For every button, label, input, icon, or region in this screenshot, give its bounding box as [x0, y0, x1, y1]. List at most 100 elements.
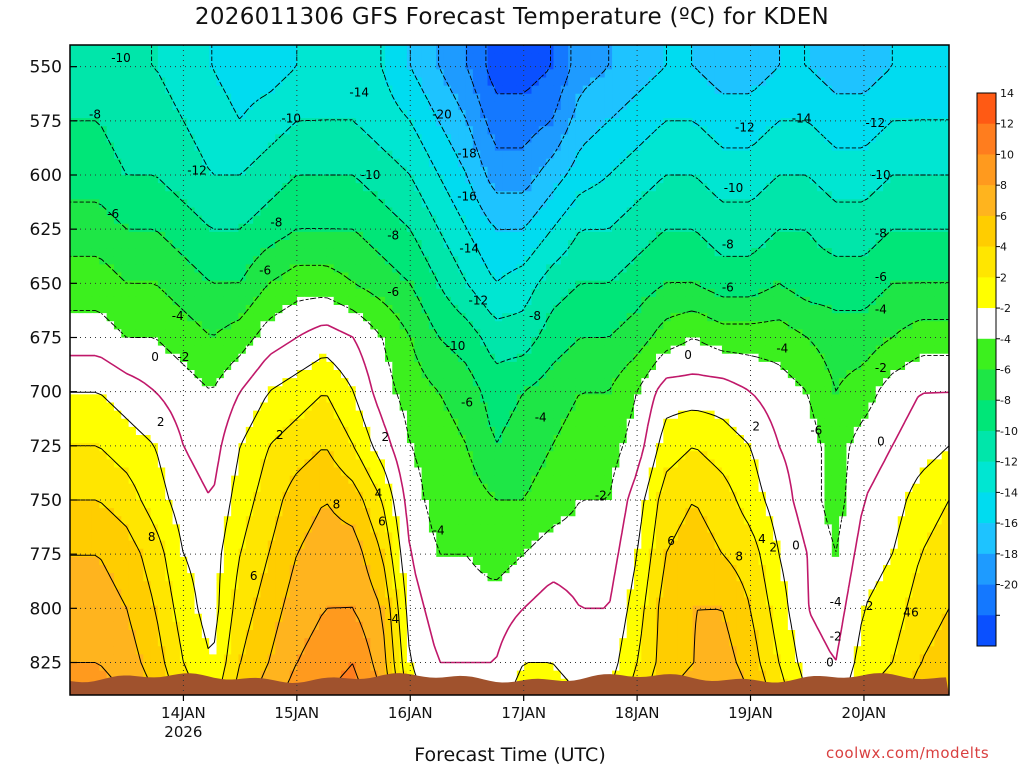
- field-cell: [648, 272, 657, 282]
- field-cell: [883, 158, 891, 168]
- field-cell: [802, 370, 811, 379]
- field-cell: [509, 207, 518, 217]
- field-cell: [831, 150, 840, 160]
- field-cell: [656, 53, 664, 62]
- field-cell: [729, 337, 738, 347]
- field-cell: [905, 150, 913, 160]
- field-cell: [612, 288, 620, 298]
- field-cell: [150, 248, 159, 257]
- field-cell: [282, 240, 291, 249]
- field-cell: [553, 337, 562, 347]
- field-cell: [84, 240, 93, 249]
- field-cell: [187, 361, 196, 371]
- field-cell: [677, 248, 686, 257]
- field-cell: [809, 207, 818, 217]
- field-cell: [809, 53, 818, 62]
- field-cell: [289, 126, 298, 135]
- field-cell: [670, 231, 679, 241]
- field-cell: [113, 240, 122, 249]
- field-cell: [165, 223, 174, 233]
- field-cell: [743, 85, 752, 95]
- field-cell: [634, 77, 642, 87]
- field-cell: [890, 370, 899, 379]
- field-cell: [568, 321, 577, 330]
- field-cell: [231, 110, 240, 119]
- field-cell: [384, 296, 393, 306]
- field-cell: [319, 158, 327, 168]
- field-cell: [326, 353, 335, 363]
- field-cell: [839, 329, 848, 339]
- field-cell: [538, 93, 547, 103]
- field-cell: [905, 223, 913, 233]
- field-cell: [575, 53, 584, 62]
- field-cell: [699, 313, 708, 322]
- field-cell: [699, 272, 708, 282]
- field-cell: [480, 45, 489, 54]
- field-cell: [612, 77, 620, 87]
- field-cell: [677, 272, 686, 282]
- field-cell: [172, 166, 181, 176]
- field-cell: [209, 288, 218, 298]
- field-cell: [436, 256, 445, 265]
- field-cell: [458, 378, 467, 387]
- field-cell: [238, 126, 247, 135]
- field-cell: [714, 183, 723, 192]
- field-cell: [443, 69, 452, 79]
- field-cell: [70, 126, 78, 135]
- field-cell: [399, 353, 408, 363]
- field-cell: [436, 248, 445, 257]
- field-cell: [502, 288, 511, 298]
- field-cell: [809, 69, 818, 79]
- field-cell: [560, 296, 569, 306]
- field-cell: [187, 272, 196, 282]
- field-cell: [363, 280, 371, 290]
- field-cell: [604, 93, 613, 103]
- field-cell: [143, 337, 152, 347]
- field-cell: [663, 256, 672, 265]
- field-cell: [612, 118, 620, 127]
- field-cell: [707, 158, 716, 168]
- field-cell: [546, 280, 555, 290]
- field-cell: [194, 69, 203, 79]
- field-cell: [355, 126, 364, 135]
- field-cell: [919, 321, 928, 330]
- field-cell: [150, 264, 159, 274]
- field-cell: [619, 126, 628, 135]
- field-cell: [201, 256, 210, 265]
- field-cell: [538, 378, 547, 387]
- field-cell: [780, 321, 789, 330]
- field-cell: [699, 142, 708, 152]
- field-cell: [817, 101, 826, 111]
- field-cell: [853, 313, 862, 322]
- field-cell: [187, 370, 196, 379]
- field-cell: [780, 329, 789, 339]
- field-cell: [106, 313, 115, 322]
- field-cell: [113, 126, 122, 135]
- field-cell: [765, 166, 774, 176]
- field-cell: [582, 93, 591, 103]
- field-cell: [773, 296, 782, 306]
- field-cell: [619, 61, 628, 70]
- field-cell: [450, 61, 459, 70]
- field-cell: [289, 85, 298, 95]
- field-cell: [436, 215, 445, 225]
- field-cell: [619, 264, 628, 274]
- field-cell: [472, 329, 481, 339]
- field-cell: [304, 110, 313, 119]
- field-cell: [260, 370, 269, 379]
- field-cell: [707, 353, 716, 363]
- field-cell: [201, 183, 210, 192]
- field-cell: [729, 158, 738, 168]
- field-cell: [663, 272, 672, 282]
- field-cell: [890, 85, 899, 95]
- field-cell: [560, 305, 569, 314]
- field-cell: [941, 240, 949, 249]
- field-cell: [157, 126, 166, 135]
- field-cell: [333, 353, 342, 363]
- field-cell: [392, 370, 401, 379]
- field-cell: [472, 77, 481, 87]
- field-cell: [194, 61, 203, 70]
- field-cell: [282, 199, 291, 209]
- field-cell: [604, 264, 613, 274]
- field-cell: [355, 370, 364, 379]
